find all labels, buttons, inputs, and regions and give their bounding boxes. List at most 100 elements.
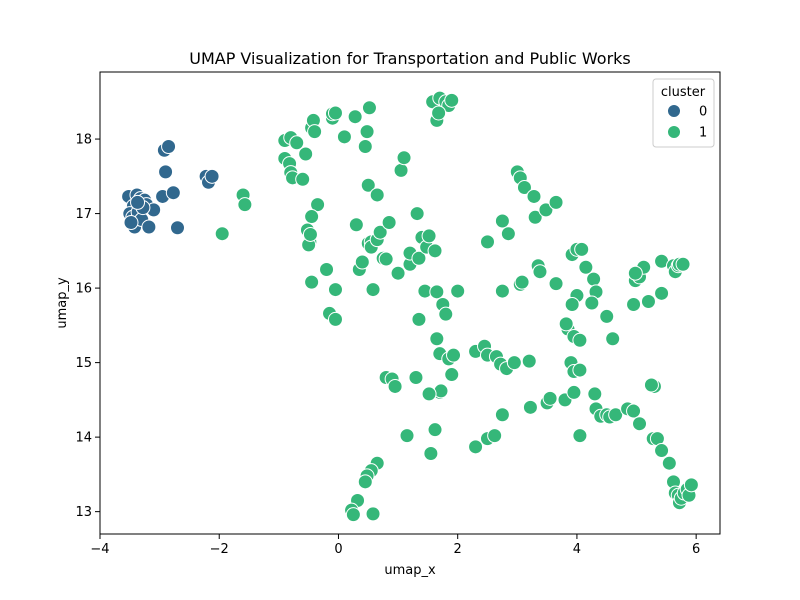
point-cluster-1-110 [500,226,516,242]
point-cluster-1-92 [444,92,460,108]
point-cluster-1-137 [605,331,621,347]
x-tick-label: −4 [90,542,109,557]
point-cluster-1-119 [532,264,548,280]
point-cluster-1-140 [572,362,588,378]
legend-title: cluster [661,85,706,100]
point-cluster-1-145 [572,428,588,444]
point-cluster-1-161 [640,294,656,310]
x-tick-label: 6 [692,542,700,557]
point-cluster-1-127 [586,271,602,287]
legend-marker-cluster-0 [667,104,681,118]
y-axis: 13 14 15 16 17 18 [75,133,100,520]
point-cluster-1-141 [522,399,538,415]
point-cluster-1-26 [347,109,363,125]
point-cluster-1-15 [310,197,326,213]
point-cluster-1-146 [566,384,582,400]
point-cluster-1-25 [336,129,352,145]
point-cluster-1-94 [431,105,447,121]
point-cluster-1-31 [369,187,385,203]
points-layer [121,90,699,523]
chart-title: UMAP Visualization for Transportation an… [189,49,631,68]
point-cluster-0-18 [161,139,177,155]
point-cluster-1-126 [578,259,594,275]
y-axis-label: umap_y [55,277,70,329]
point-cluster-1-75 [387,378,403,394]
point-cluster-1-122 [548,276,564,292]
point-cluster-1-62 [438,306,454,322]
point-cluster-1-1 [237,197,253,213]
point-cluster-1-57 [421,228,437,244]
point-cluster-1-183 [683,477,699,493]
y-tick-label: 18 [75,133,92,148]
point-cluster-1-10 [295,171,311,187]
y-tick-label: 13 [75,505,92,520]
point-cluster-1-168 [675,256,691,272]
point-cluster-1-152 [608,407,624,423]
point-cluster-1-27 [357,139,373,155]
point-cluster-1-16 [304,209,320,225]
point-cluster-1-113 [516,180,532,195]
point-cluster-1-155 [632,416,648,432]
point-cluster-1-133 [558,316,574,332]
legend-label-cluster-0: 0 [699,105,707,120]
point-cluster-1-143 [542,390,558,406]
point-cluster-1-30 [361,100,377,116]
point-cluster-1-102 [521,353,537,369]
point-cluster-1-14 [298,146,314,162]
point-cluster-1-121 [514,274,530,290]
point-cluster-1-29 [360,177,376,193]
point-cluster-1-156 [626,296,642,312]
point-cluster-1-129 [584,295,600,311]
point-cluster-1-106 [494,407,510,423]
legend-items: 01 [667,104,707,141]
y-tick-label: 16 [75,282,92,297]
point-cluster-1-37 [372,224,388,240]
y-tick-label: 14 [75,431,92,446]
x-tick-label: 4 [573,542,581,557]
point-cluster-1-116 [538,202,554,218]
point-cluster-1-101 [506,355,522,371]
point-cluster-1-47 [354,254,370,270]
point-cluster-1-68 [446,347,462,363]
point-cluster-1-41 [393,162,409,178]
point-cluster-1-107 [494,283,510,299]
point-cluster-1-78 [427,422,443,438]
point-cluster-0-20 [165,185,181,201]
point-cluster-1-2 [214,226,230,242]
point-cluster-1-154 [626,403,642,419]
point-cluster-1-5 [289,135,305,151]
x-tick-label: 0 [334,542,342,557]
point-cluster-1-135 [572,332,588,348]
legend-label-cluster-1: 1 [699,126,707,141]
x-tick-label: 2 [454,542,462,557]
point-cluster-1-64 [450,283,466,299]
point-cluster-1-43 [390,265,406,281]
point-cluster-1-42 [396,150,412,166]
point-cluster-1-115 [527,209,543,225]
point-cluster-1-173 [654,443,670,459]
x-axis: −4 −2 0 2 4 6 [90,534,700,557]
y-tick-label: 17 [75,207,92,222]
point-cluster-1-45 [327,282,343,298]
point-cluster-1-20 [302,226,318,242]
legend: cluster 01 [652,78,715,148]
point-cluster-0-15 [130,194,146,210]
point-cluster-1-65 [429,331,445,347]
point-cluster-1-13 [307,124,323,140]
point-cluster-1-60 [429,284,445,300]
point-cluster-1-174 [661,455,677,471]
point-cluster-0-21 [170,220,185,236]
point-cluster-1-24 [327,105,343,121]
point-cluster-1-32 [348,217,364,233]
point-cluster-1-104 [487,428,503,444]
y-tick-label: 15 [75,356,92,371]
point-cluster-1-69 [444,367,460,383]
point-cluster-0-13 [123,215,139,231]
point-cluster-1-40 [381,215,397,231]
point-cluster-0-19 [158,164,174,180]
point-cluster-1-105 [468,439,484,455]
point-cluster-1-63 [411,311,427,327]
point-cluster-1-76 [408,370,424,386]
point-cluster-1-162 [654,285,670,301]
point-cluster-1-108 [480,234,495,250]
